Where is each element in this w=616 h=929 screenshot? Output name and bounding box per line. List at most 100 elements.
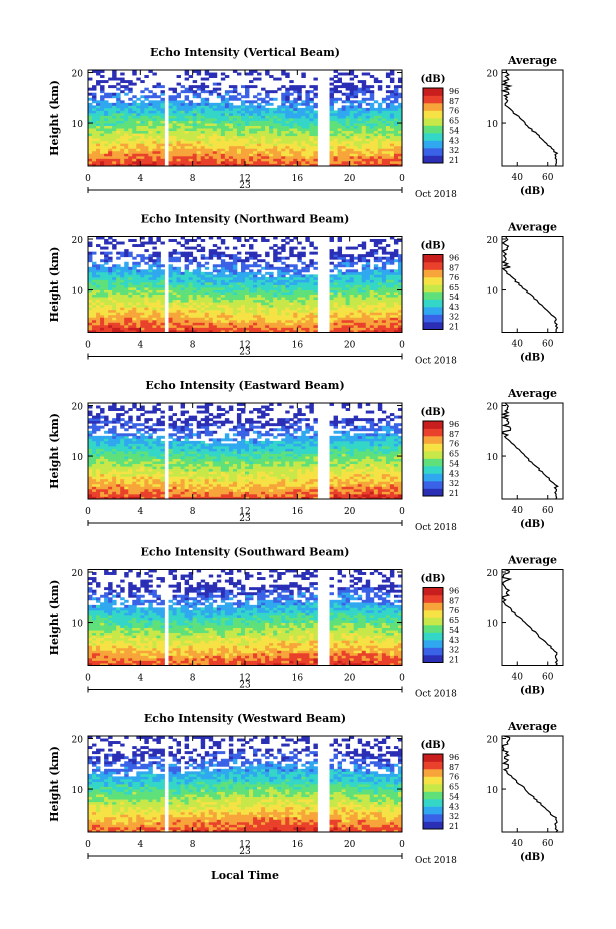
heatmap-cell: [140, 123, 145, 126]
heatmap-cell: [305, 115, 310, 119]
heatmap-cell: [168, 329, 173, 333]
heatmap-cell: [196, 130, 202, 134]
heatmap-cell: [156, 264, 161, 268]
heatmap-cell: [92, 420, 97, 424]
heatmap-cell: [92, 423, 97, 427]
heatmap-cell: [180, 153, 186, 157]
heatmap-cell: [249, 130, 254, 134]
heatmap-cell: [341, 271, 347, 275]
heatmap-cell: [208, 317, 214, 321]
heatmap-cell: [124, 261, 129, 265]
heatmap-cell: [357, 314, 363, 318]
heatmap-cell: [313, 112, 318, 116]
heatmap-cell: [112, 292, 117, 296]
heatmap-cell: [188, 327, 194, 331]
heatmap-cell: [176, 140, 181, 144]
heatmap-cell: [188, 133, 194, 137]
heatmap-cell: [108, 453, 113, 457]
heatmap-cell: [365, 155, 371, 159]
heatmap-cell: [353, 138, 359, 142]
heatmap-cell: [329, 125, 334, 129]
heatmap-cell: [313, 85, 318, 89]
heatmap-cell: [212, 115, 218, 119]
heatmap-cell: [297, 327, 302, 331]
heatmap-cell: [196, 329, 202, 333]
heatmap-cell: [124, 130, 129, 134]
heatmap-cell: [136, 128, 141, 132]
heatmap-cell: [337, 269, 343, 273]
heatmap-cell: [349, 87, 355, 91]
heatmap-cell: [100, 70, 105, 73]
heatmap-cell: [152, 138, 157, 142]
heatmap-cell: [212, 287, 218, 290]
heatmap-cell: [128, 125, 133, 129]
heatmap-cell: [196, 319, 202, 323]
heatmap-cell: [108, 241, 113, 245]
heatmap-cell: [305, 100, 310, 104]
heatmap-cell: [196, 274, 202, 278]
heatmap-cell: [124, 140, 129, 144]
heatmap-cell: [361, 118, 367, 121]
heatmap-cell: [224, 105, 230, 109]
heatmap-cell: [196, 327, 202, 331]
heatmap-cell: [381, 312, 387, 316]
heatmap-cell: [273, 329, 278, 333]
heatmap-cell: [88, 148, 93, 152]
heatmap-cell: [289, 112, 294, 116]
heatmap-cell: [337, 160, 343, 164]
heatmap-cell: [236, 239, 242, 242]
heatmap-cell: [124, 148, 129, 152]
heatmap-cell: [389, 276, 395, 280]
heatmap-cell: [377, 239, 383, 242]
heatmap-cell: [88, 418, 93, 422]
heatmap-cell: [132, 140, 137, 144]
heatmap-cell: [281, 100, 286, 104]
heatmap-cell: [257, 276, 262, 280]
heatmap-cell: [176, 319, 181, 323]
heatmap-cell: [265, 160, 270, 164]
heatmap-cell: [184, 324, 190, 328]
heatmap-cell: [144, 261, 149, 265]
heatmap-cell: [132, 458, 137, 462]
heatmap-cell: [140, 107, 145, 111]
heatmap-cell: [345, 322, 351, 326]
heatmap-cell: [184, 155, 190, 159]
heatmap-cell: [152, 145, 157, 149]
heatmap-cell: [216, 128, 222, 132]
heatmap-cell: [357, 148, 363, 152]
heatmap-cell: [397, 269, 403, 273]
heatmap-cell: [357, 102, 363, 106]
heatmap-cell: [249, 153, 254, 157]
heatmap-cell: [148, 135, 153, 139]
heatmap-cell: [108, 448, 113, 452]
heatmap-cell: [265, 264, 270, 268]
heatmap-cell: [124, 443, 129, 447]
heatmap-cell: [257, 148, 262, 152]
heatmap-cell: [373, 322, 379, 326]
heatmap-cell: [88, 123, 93, 126]
heatmap-cell: [361, 324, 367, 328]
heatmap-cell: [393, 302, 399, 306]
heatmap-cell: [104, 430, 109, 434]
heatmap-cell: [257, 150, 262, 154]
heatmap-cell: [204, 276, 210, 280]
heatmap-cell: [200, 264, 206, 268]
heatmap-cell: [144, 304, 149, 308]
heatmap-cell: [261, 135, 266, 139]
heatmap-cell: [132, 294, 137, 298]
heatmap-cell: [377, 307, 383, 311]
heatmap-cell: [208, 135, 214, 139]
heatmap-cell: [381, 120, 387, 124]
heatmap-cell: [285, 236, 290, 240]
heatmap-cell: [240, 112, 246, 116]
heatmap-cell: [152, 241, 157, 245]
heatmap-cell: [116, 453, 121, 457]
heatmap-cell: [281, 102, 286, 106]
heatmap-cell: [120, 125, 125, 129]
heatmap-cell: [96, 473, 101, 477]
heatmap-cell: [385, 324, 391, 328]
heatmap-cell: [204, 118, 210, 121]
heatmap-cell: [104, 473, 109, 477]
heatmap-cell: [297, 143, 302, 147]
heatmap-cell: [184, 297, 190, 301]
